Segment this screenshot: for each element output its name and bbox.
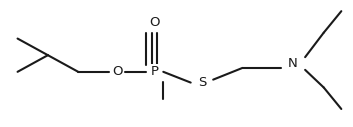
Text: O: O (149, 16, 160, 29)
Text: P: P (150, 65, 158, 78)
Text: N: N (288, 57, 297, 69)
Text: S: S (198, 76, 207, 89)
Text: O: O (112, 65, 122, 78)
